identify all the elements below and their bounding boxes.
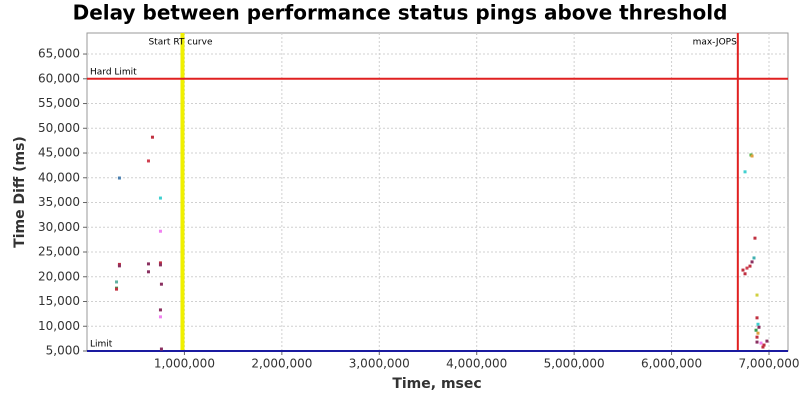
point bbox=[765, 339, 769, 343]
point bbox=[146, 262, 150, 266]
marker-label: max-JOPS bbox=[693, 38, 738, 48]
point bbox=[755, 316, 759, 320]
y-tick-label: 45,000 bbox=[38, 146, 80, 160]
y-axis-label: Time Diff (ms) bbox=[12, 136, 28, 248]
y-tick-label: 30,000 bbox=[38, 220, 80, 234]
point bbox=[158, 263, 162, 267]
point bbox=[158, 196, 162, 200]
point bbox=[743, 272, 747, 276]
point bbox=[158, 315, 162, 319]
y-tick-label: 35,000 bbox=[38, 195, 80, 209]
x-tick-label: 4,000,000 bbox=[446, 357, 507, 371]
point bbox=[146, 270, 150, 274]
point bbox=[759, 341, 763, 345]
y-tick-label: 20,000 bbox=[38, 269, 80, 283]
y-tick-label: 25,000 bbox=[38, 245, 80, 259]
point bbox=[755, 293, 759, 297]
point bbox=[159, 347, 163, 351]
point bbox=[158, 261, 162, 265]
point bbox=[752, 256, 756, 260]
point bbox=[750, 154, 754, 158]
point bbox=[743, 170, 747, 174]
point bbox=[755, 340, 759, 344]
limit-label: Limit bbox=[90, 340, 113, 350]
x-tick-label: 2,000,000 bbox=[251, 357, 312, 371]
point bbox=[115, 280, 119, 284]
point bbox=[117, 264, 121, 268]
point bbox=[117, 176, 121, 180]
point bbox=[762, 343, 766, 347]
point bbox=[748, 264, 752, 268]
limit-label: Hard Limit bbox=[90, 67, 137, 77]
marker-label: Start RT curve bbox=[148, 38, 212, 48]
x-tick-label: 7,000,000 bbox=[738, 357, 799, 371]
point bbox=[756, 331, 760, 335]
point bbox=[756, 322, 760, 326]
point bbox=[761, 345, 765, 349]
point bbox=[757, 325, 761, 329]
point bbox=[115, 287, 119, 291]
y-tick-label: 55,000 bbox=[38, 96, 80, 110]
y-tick-label: 5,000 bbox=[46, 344, 80, 358]
point bbox=[750, 260, 754, 264]
chart-title: Delay between performance status pings a… bbox=[73, 1, 728, 25]
y-tick-label: 50,000 bbox=[38, 121, 80, 135]
y-tick-label: 65,000 bbox=[38, 47, 80, 61]
y-tick-label: 60,000 bbox=[38, 71, 80, 85]
y-tick-label: 10,000 bbox=[38, 319, 80, 333]
x-tick-label: 1,000,000 bbox=[154, 357, 215, 371]
point bbox=[158, 229, 162, 233]
point bbox=[753, 236, 757, 240]
point bbox=[741, 268, 745, 272]
point bbox=[146, 159, 150, 163]
y-tick-label: 40,000 bbox=[38, 170, 80, 184]
x-tick-label: 3,000,000 bbox=[349, 357, 410, 371]
point bbox=[150, 135, 154, 139]
point bbox=[159, 282, 163, 286]
x-tick-label: 5,000,000 bbox=[544, 357, 605, 371]
x-tick-label: 6,000,000 bbox=[641, 357, 702, 371]
plot-area bbox=[86, 32, 789, 352]
point bbox=[745, 266, 749, 270]
point bbox=[754, 328, 758, 332]
y-tick-label: 15,000 bbox=[38, 294, 80, 308]
point bbox=[158, 308, 162, 312]
point bbox=[755, 335, 759, 339]
x-axis-label: Time, msec bbox=[392, 376, 481, 392]
